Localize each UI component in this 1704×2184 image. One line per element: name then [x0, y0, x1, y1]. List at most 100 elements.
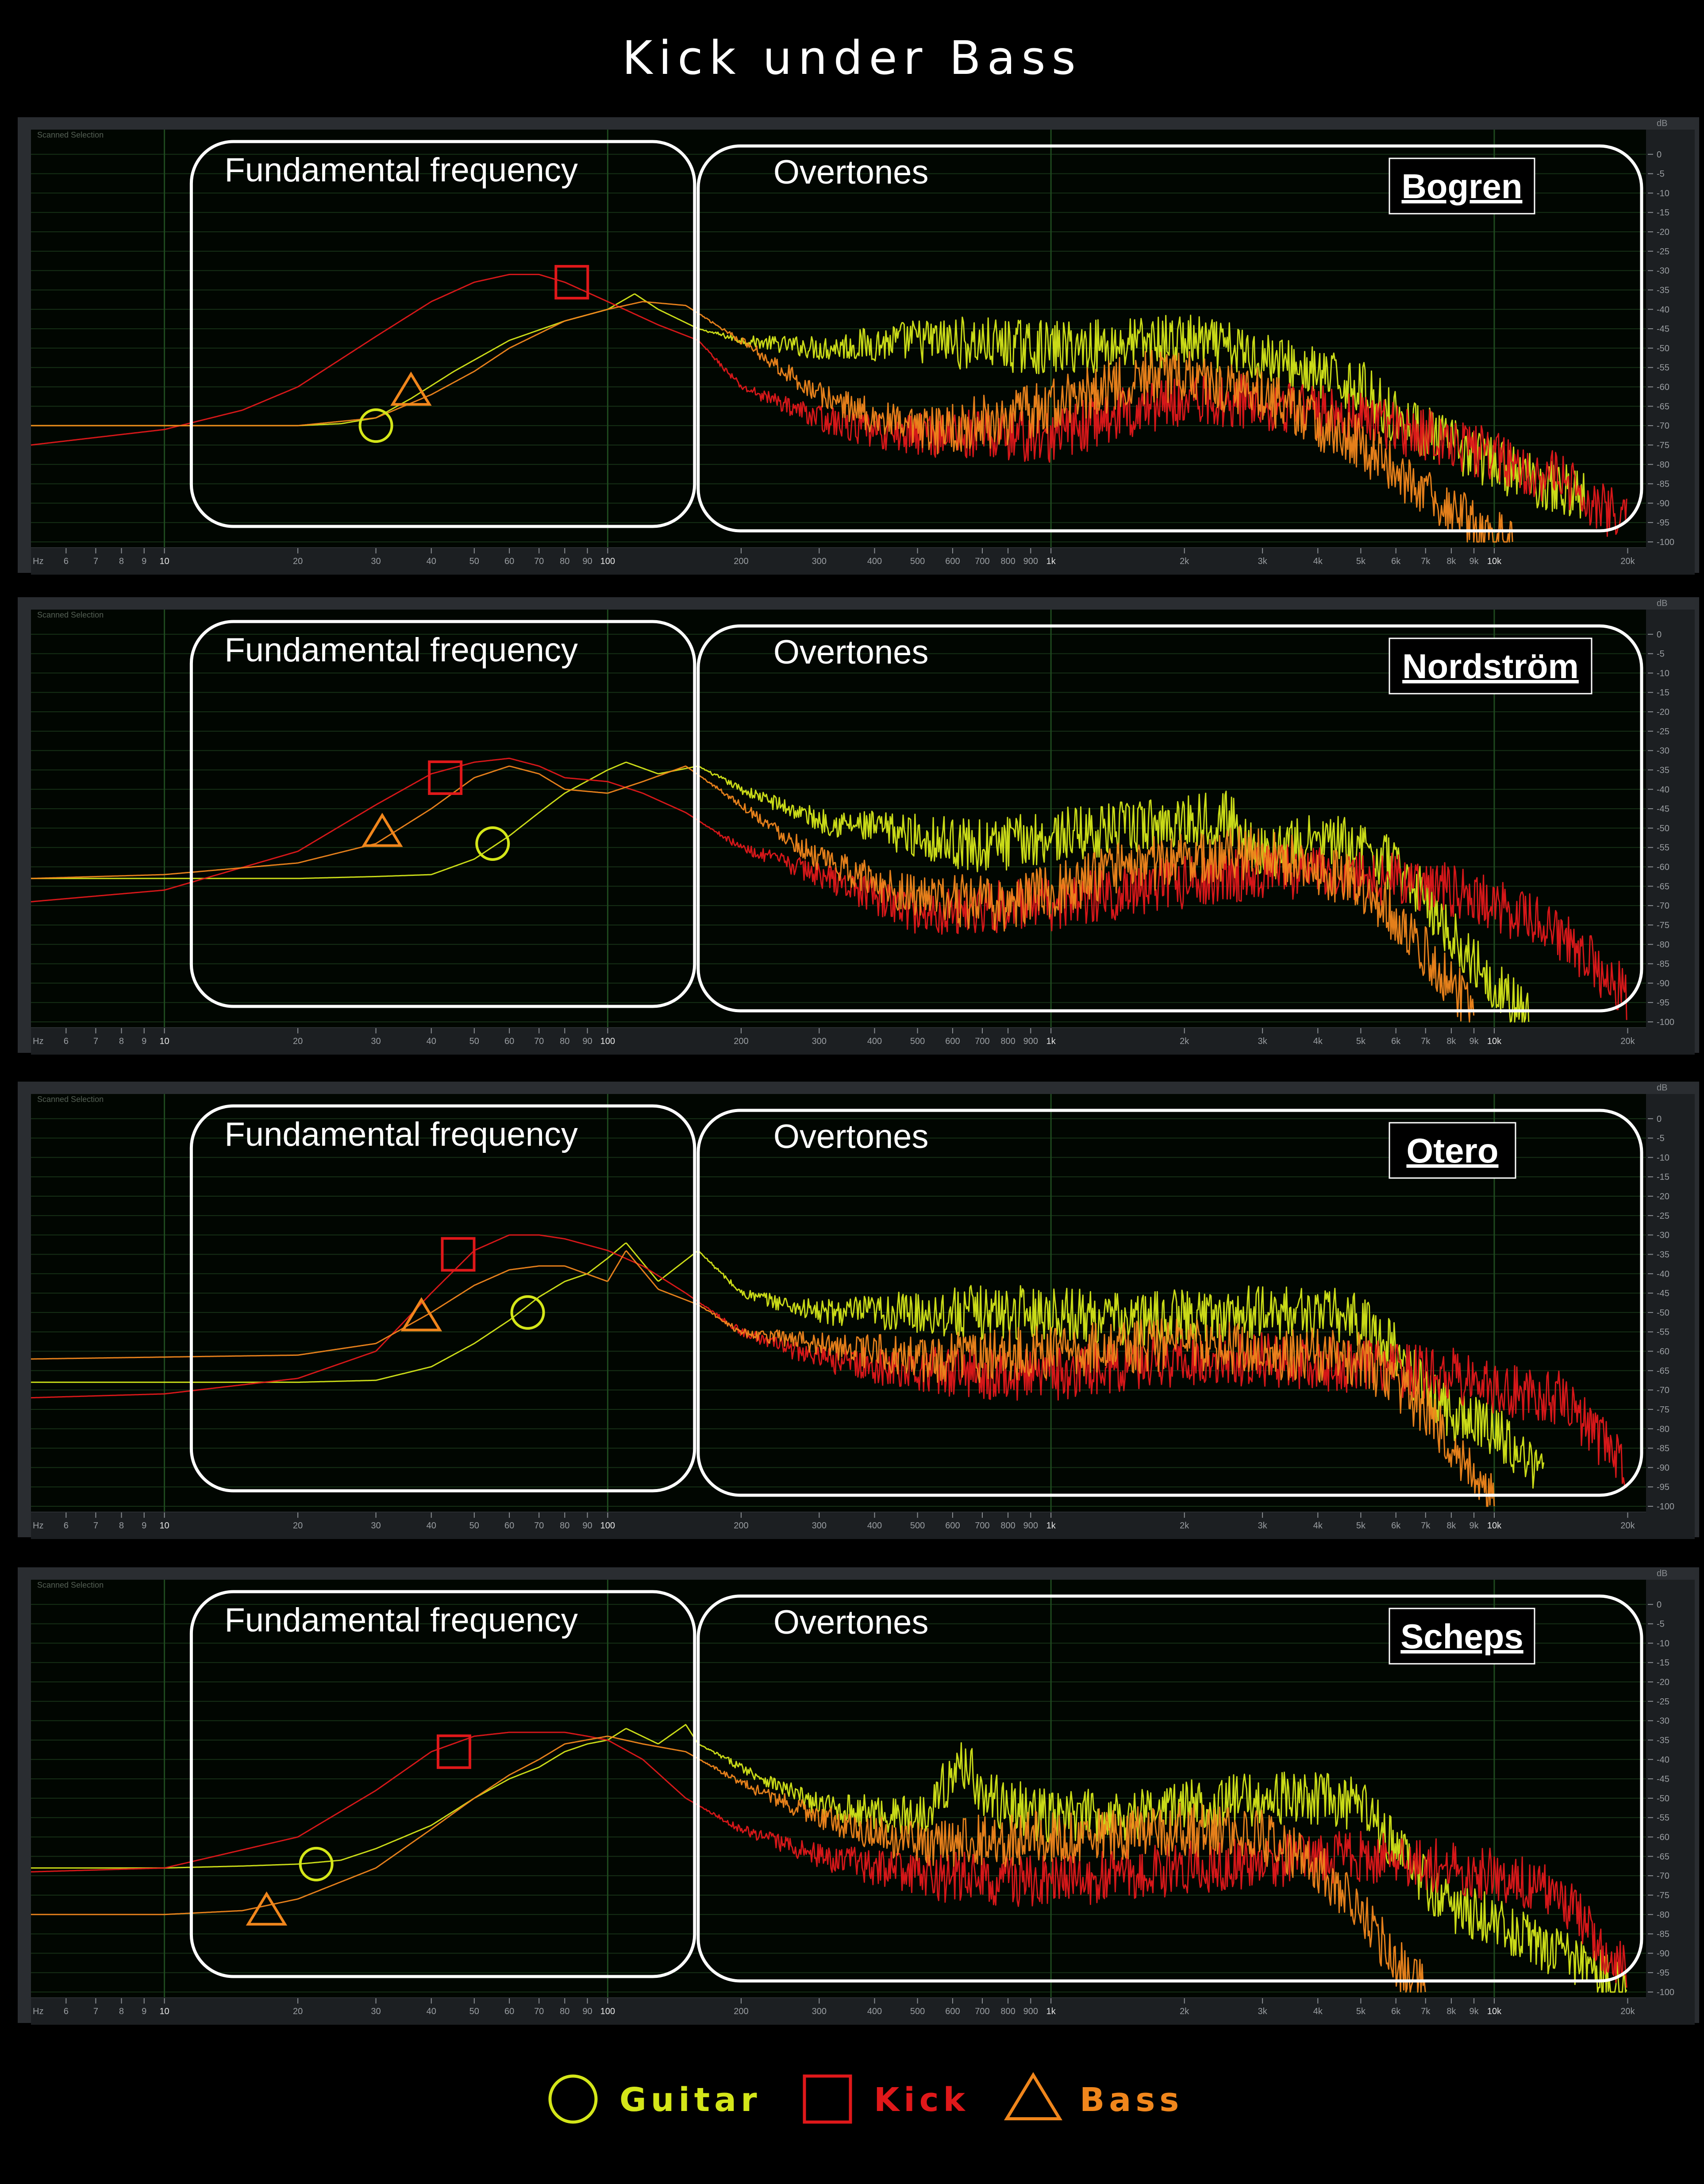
legend-label-guitar: Guitar — [619, 2081, 762, 2119]
x-tick-label: 3k — [1258, 1036, 1268, 1046]
y-tick-label: -35 — [1657, 765, 1669, 775]
y-tick-label: -40 — [1657, 785, 1669, 795]
x-tick-label: 9 — [142, 1521, 146, 1531]
y-tick-label: -85 — [1657, 960, 1669, 969]
x-tick-label: 20 — [293, 1521, 303, 1531]
x-tick-label: 400 — [867, 557, 882, 566]
x-tick-label: 700 — [975, 557, 989, 566]
x-axis-strip — [31, 1998, 1646, 2025]
x-tick-label: 4k — [1313, 1036, 1323, 1046]
x-axis: Hz 6 7 8 9 10 20 30 40 50 60 70 80 90 100 200 300 400 500 6… — [33, 1998, 1635, 2016]
x-tick-label: 70 — [534, 557, 544, 566]
x-tick-label: 10 — [159, 1521, 169, 1531]
overtones-label: Overtones — [773, 154, 929, 191]
x-tick-label: 500 — [910, 1036, 925, 1046]
fundamental-box — [189, 620, 696, 1008]
x-tick-label: 70 — [534, 1521, 544, 1531]
y-tick-label: -45 — [1657, 1774, 1669, 1784]
y-tick-label: -15 — [1657, 688, 1669, 698]
peak-marker-kick — [554, 265, 589, 299]
series-line-guitar — [31, 1242, 1545, 1489]
x-tick-label: 1k — [1046, 1521, 1056, 1531]
x-tick-label: 1k — [1046, 557, 1056, 566]
annotations: Fundamental frequency Overtones Otero — [189, 1104, 1643, 1497]
y-tick-label: -95 — [1657, 1968, 1669, 1978]
x-tick-label: 60 — [504, 1521, 514, 1531]
plot-area — [31, 130, 1646, 547]
x-tick-label: 20 — [293, 1036, 303, 1046]
x-tick-label: 20k — [1620, 2007, 1635, 2016]
series-line-guitar — [31, 761, 1530, 1023]
y-tick-label: -20 — [1657, 227, 1669, 237]
y-tick-label: -30 — [1657, 746, 1669, 756]
peak-marker-kick — [441, 1237, 476, 1272]
series-line-kick — [31, 273, 1627, 537]
x-tick-label: 8k — [1446, 1521, 1456, 1531]
annotations: Fundamental frequency Overtones Scheps — [189, 1590, 1643, 1983]
x-tick-label: 800 — [1000, 1521, 1015, 1531]
y-tick-label: -30 — [1657, 1716, 1669, 1726]
y-tick-label: 0 — [1657, 630, 1662, 640]
x-axis-unit: Hz — [33, 557, 43, 566]
y-tick-label: -45 — [1657, 1289, 1669, 1298]
x-tick-label: 100 — [600, 1036, 615, 1046]
series-group — [31, 757, 1627, 1023]
y-tick-label: 0 — [1657, 1114, 1662, 1124]
x-tick-label: 6 — [64, 1036, 69, 1046]
series-line-bass — [31, 1735, 1426, 1993]
fundamental-box — [189, 1104, 696, 1493]
y-tick-label: -20 — [1657, 1677, 1669, 1687]
fundamental-label: Fundamental frequency — [224, 1116, 577, 1153]
overtones-label: Overtones — [773, 1604, 929, 1641]
y-tick-label: -85 — [1657, 1930, 1669, 1939]
peak-marker-bass — [362, 813, 403, 847]
x-tick-label: 3k — [1258, 2007, 1268, 2016]
fundamental-label: Fundamental frequency — [224, 151, 577, 189]
x-axis: Hz 6 7 8 9 10 20 30 40 50 60 70 80 90 100 200 300 400 500 6… — [33, 1028, 1635, 1046]
peak-marker-guitar — [475, 826, 510, 861]
engineer-label: Otero — [1406, 1131, 1498, 1170]
x-tick-label: 20k — [1620, 557, 1635, 566]
x-tick-label: 20k — [1620, 1036, 1635, 1046]
engineer-label: Nordström — [1402, 647, 1579, 686]
x-tick-label: 7k — [1421, 1036, 1431, 1046]
annotations: Fundamental frequency Overtones Bogren — [189, 140, 1643, 533]
x-tick-label: 9 — [142, 557, 146, 566]
y-tick-label: 0 — [1657, 1600, 1662, 1610]
x-tick-label: 80 — [560, 2007, 569, 2016]
series-line-bass — [31, 765, 1475, 1023]
y-tick-label: -15 — [1657, 1658, 1669, 1668]
x-tick-label: 10 — [159, 2007, 169, 2016]
x-tick-label: 10k — [1487, 1036, 1502, 1046]
y-tick-label: -25 — [1657, 247, 1669, 257]
x-tick-label: 10 — [159, 557, 169, 566]
peak-marker-kick — [436, 1734, 471, 1769]
y-tick-label: -50 — [1657, 1308, 1669, 1318]
watermark: Scanned Selection — [37, 1581, 104, 1589]
legend: Guitar Kick Bass — [548, 2072, 1179, 2124]
x-tick-label: 700 — [975, 1521, 989, 1531]
x-tick-label: 50 — [469, 1521, 479, 1531]
overtones-box — [696, 144, 1643, 533]
x-tick-label: 3k — [1258, 1521, 1268, 1531]
watermark: Scanned Selection — [37, 610, 104, 619]
x-tick-label: 2k — [1180, 2007, 1189, 2016]
y-axis-unit: dB — [1657, 1569, 1667, 1578]
x-tick-label: 5k — [1356, 1521, 1366, 1531]
y-tick-label: -35 — [1657, 285, 1669, 295]
y-tick-label: -20 — [1657, 707, 1669, 717]
y-tick-label: -40 — [1657, 305, 1669, 315]
x-tick-label: 900 — [1023, 1036, 1038, 1046]
x-tick-label: 8k — [1446, 1036, 1456, 1046]
fundamental-box — [189, 140, 696, 528]
x-tick-label: 8 — [119, 1036, 124, 1046]
y-axis-unit: dB — [1657, 119, 1667, 128]
x-axis-unit: Hz — [33, 1036, 43, 1046]
x-axis-strip — [31, 548, 1646, 575]
x-tick-label: 7k — [1421, 1521, 1431, 1531]
watermark: Scanned Selection — [37, 131, 104, 139]
x-tick-label: 10k — [1487, 1521, 1502, 1531]
y-tick-label: -75 — [1657, 921, 1669, 930]
x-axis-strip — [31, 1028, 1646, 1055]
series-line-kick — [31, 1731, 1627, 1988]
